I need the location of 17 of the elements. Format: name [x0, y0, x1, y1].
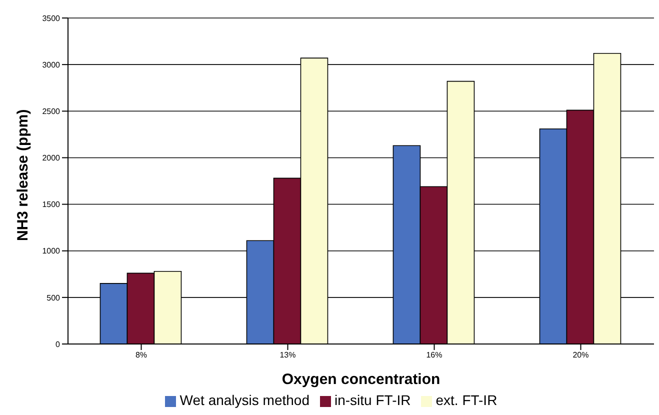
y-tick-label: 3000 — [42, 60, 61, 70]
y-tick-label: 3500 — [42, 14, 61, 23]
legend-label: in-situ FT-IR — [334, 392, 411, 408]
y-tick-label: 0 — [56, 340, 61, 349]
x-axis-title: Oxygen concentration — [282, 371, 440, 388]
legend-label: ext. FT-IR — [436, 392, 498, 408]
x-tick-label: 8% — [135, 350, 148, 360]
x-tick-label: 13% — [280, 350, 296, 360]
y-tick-label: 1500 — [42, 200, 61, 210]
y-tick-label: 2000 — [42, 154, 61, 163]
y-tick-label: 1000 — [42, 246, 61, 256]
y-axis-title: NH3 release (ppm) — [14, 109, 32, 241]
x-tick-label: 20% — [572, 350, 589, 360]
y-tick-label: 2500 — [42, 106, 61, 116]
x-tick-label: 16% — [426, 350, 442, 360]
y-tick-label: 500 — [46, 293, 61, 302]
legend-label: Wet analysis method — [180, 392, 310, 408]
